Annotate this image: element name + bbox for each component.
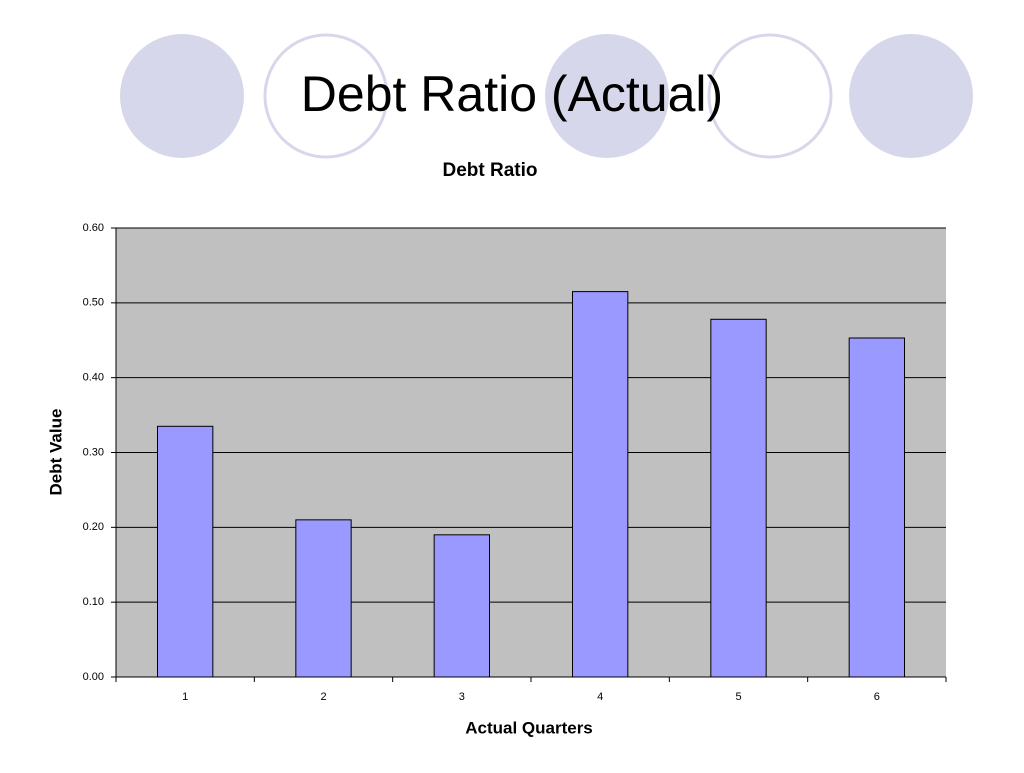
circle	[545, 34, 669, 158]
x-tick-label: 2	[320, 691, 326, 703]
x-tick-label: 3	[459, 691, 465, 703]
y-tick-label: 0.60	[83, 222, 104, 234]
x-axis-label: Actual Quarters	[465, 718, 593, 737]
y-tick-label: 0.00	[83, 671, 104, 683]
bar	[433, 534, 490, 678]
circle	[849, 34, 973, 158]
circle	[263, 33, 389, 159]
y-tick-label: 0.30	[83, 446, 104, 458]
y-axis-label: Debt Value	[46, 409, 65, 496]
decoration	[120, 33, 973, 159]
bar	[572, 291, 629, 678]
x-tick-label: 5	[735, 691, 741, 703]
y-tick-label: 0.50	[83, 297, 104, 309]
x-tick-label: 1	[182, 691, 188, 703]
bar	[295, 519, 352, 678]
slide-title: Debt Ratio (Actual)	[301, 66, 723, 122]
bar	[157, 425, 214, 678]
y-tick-label: 0.10	[83, 596, 104, 608]
chart-title: Debt Ratio	[443, 160, 538, 181]
circle	[120, 34, 244, 158]
circle	[707, 33, 833, 159]
bar	[710, 318, 767, 678]
y-tick-label: 0.40	[83, 372, 104, 384]
x-tick-label: 6	[874, 691, 880, 703]
bar	[848, 337, 906, 678]
x-tick-label: 4	[597, 691, 603, 703]
y-tick-label: 0.20	[83, 521, 104, 533]
